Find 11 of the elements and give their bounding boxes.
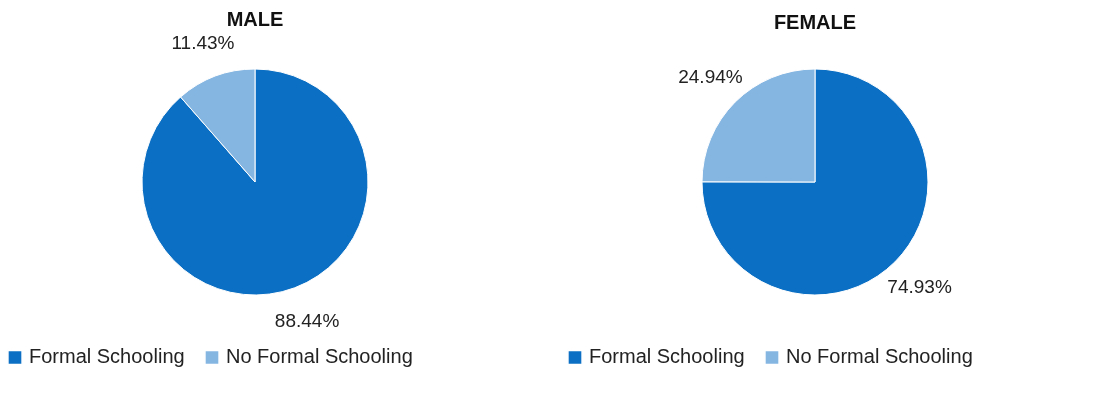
pie-slice <box>141 68 369 296</box>
data-label: 88.44% <box>274 309 340 331</box>
chart-title: MALE <box>226 8 284 31</box>
data-label: 11.43% <box>171 32 235 54</box>
legend-label: Formal Schooling <box>29 345 185 368</box>
data-label: 74.93% <box>887 275 952 297</box>
data-label: 24.94% <box>678 66 743 88</box>
legend-label: No Formal Schooling <box>786 345 973 368</box>
legend-label: Formal Schooling <box>589 345 745 368</box>
chart-title: FEMALE <box>773 11 857 33</box>
legend-label: No Formal Schooling <box>226 345 413 368</box>
